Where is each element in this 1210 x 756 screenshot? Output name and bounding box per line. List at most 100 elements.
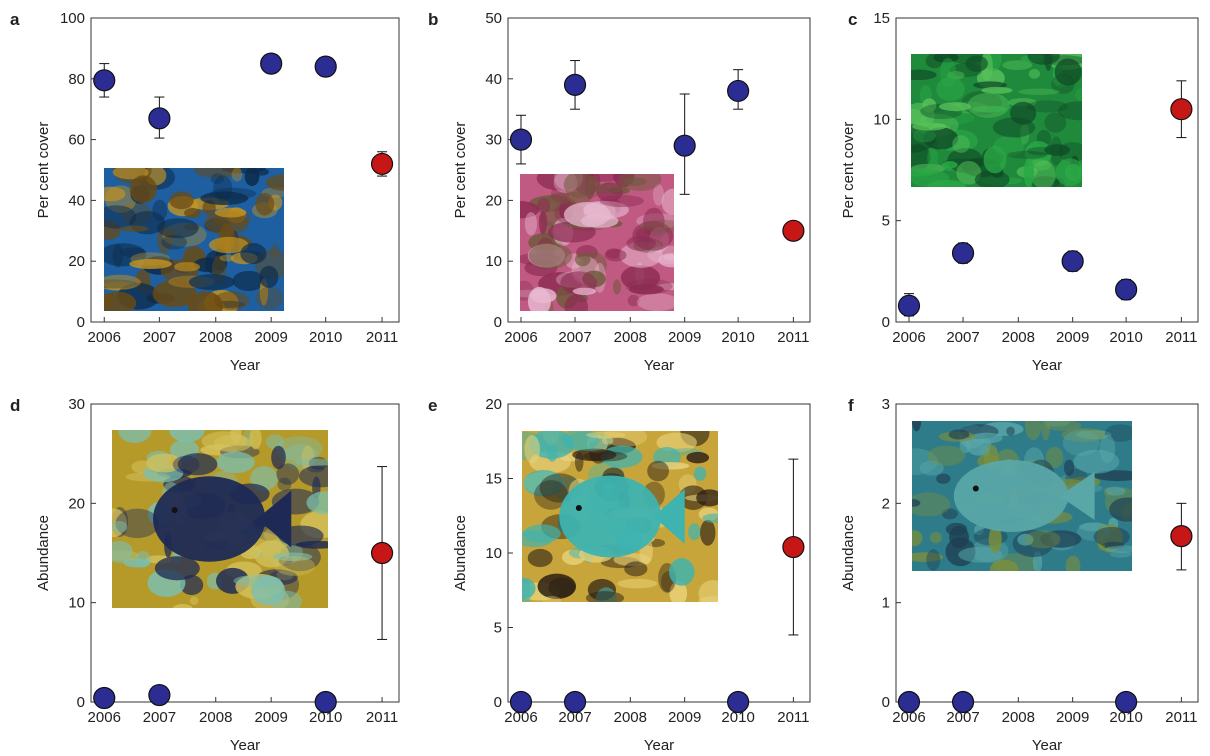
y-axis: 0 10 20 30 40 50: [485, 10, 513, 331]
x-tick-label: 2006: [504, 329, 537, 346]
x-tick-label: 2011: [777, 329, 809, 346]
x-tick-label: 2011: [1165, 709, 1197, 726]
data-point: [897, 294, 921, 317]
x-tick-label: 2007: [558, 709, 591, 726]
y-axis-label: Per cent cover: [840, 122, 857, 219]
x-tick-label: 2006: [892, 329, 925, 346]
photo-inset: [520, 174, 674, 311]
x-axis-label: Year: [1032, 357, 1062, 374]
y-axis: 0 20 40 60 80 100: [60, 10, 96, 331]
x-tick-label: 2006: [504, 709, 537, 726]
photo-inset: [104, 168, 284, 311]
y-tick-label: 50: [485, 10, 502, 27]
x-tick-label: 2007: [946, 709, 979, 726]
x-tick-label: 2008: [1002, 709, 1035, 726]
x-axis-label: Year: [1032, 737, 1062, 754]
x-tick-label: 2008: [199, 329, 232, 346]
x-tick-label: 2010: [1109, 329, 1142, 346]
data-point: [897, 690, 921, 714]
y-tick-label: 10: [485, 253, 502, 270]
x-axis: 2006 2007 2008 2009 2010 2011: [892, 697, 1198, 726]
panel-letter: c: [848, 10, 857, 29]
panel-letter: f: [848, 396, 854, 415]
y-axis-label: Abundance: [35, 515, 52, 591]
data-point: [782, 535, 805, 559]
data-point: [314, 55, 337, 78]
y-axis-label: Per cent cover: [452, 122, 469, 219]
y-axis: 0 5 10 15: [873, 10, 901, 331]
x-tick-label: 2008: [614, 329, 647, 346]
panel-letter: b: [428, 10, 438, 29]
data-point: [1115, 278, 1138, 301]
panel-e: e 0 5 10 15 20 2006 2007 2008 2009 2010 2011 Year Abu…: [428, 396, 811, 754]
y-tick-label: 30: [485, 132, 502, 149]
x-axis-label: Year: [230, 357, 260, 374]
x-tick-label: 2010: [721, 329, 754, 346]
photo-inset: [912, 421, 1132, 571]
photo-inset: [112, 430, 328, 608]
data-point: [1061, 250, 1084, 273]
y-axis: 0 10 20 30: [68, 396, 96, 711]
y-axis-label: Abundance: [840, 515, 857, 591]
data-point: [370, 152, 394, 176]
data-point: [370, 541, 394, 565]
panel-letter: d: [10, 396, 20, 415]
x-axis-label: Year: [644, 737, 674, 754]
x-axis: 2006 2007 2008 2009 2010 2011: [88, 697, 398, 726]
x-tick-label: 2011: [1165, 329, 1197, 346]
x-tick-label: 2006: [88, 709, 121, 726]
y-tick-label: 40: [68, 192, 85, 209]
y-tick-label: 0: [882, 314, 890, 331]
data-point: [148, 683, 171, 707]
x-tick-label: 2007: [143, 709, 176, 726]
data-point: [727, 79, 750, 103]
y-tick-label: 15: [873, 10, 890, 27]
data-point: [93, 686, 116, 710]
x-tick-label: 2006: [88, 329, 121, 346]
data-point: [509, 128, 533, 151]
x-tick-label: 2009: [668, 709, 701, 726]
x-tick-label: 2010: [309, 329, 342, 346]
data-point: [782, 219, 805, 242]
photo-inset: [522, 431, 718, 602]
data-point: [727, 690, 750, 714]
y-tick-label: 20: [485, 192, 502, 209]
x-tick-label: 2010: [309, 709, 342, 726]
data-point: [951, 690, 975, 714]
y-axis: 0 5 10 15 20: [485, 396, 513, 711]
data-point: [563, 690, 587, 714]
data-point: [148, 107, 171, 130]
data-point: [93, 69, 116, 92]
x-tick-label: 2007: [946, 329, 979, 346]
data-point: [314, 690, 337, 714]
x-tick-label: 2009: [1056, 329, 1089, 346]
y-tick-label: 0: [77, 694, 85, 711]
x-tick-label: 2008: [199, 709, 232, 726]
x-tick-label: 2011: [366, 709, 398, 726]
y-tick-label: 0: [494, 314, 502, 331]
y-tick-label: 2: [882, 495, 890, 512]
x-axis: 2006 2007 2008 2009 2010 2011: [892, 317, 1198, 346]
y-tick-label: 1: [882, 595, 890, 612]
x-tick-label: 2009: [1056, 709, 1089, 726]
x-tick-label: 2009: [254, 709, 287, 726]
x-tick-label: 2011: [777, 709, 809, 726]
x-axis: 2006 2007 2008 2009 2010 2011: [504, 317, 810, 346]
y-tick-label: 3: [882, 396, 890, 413]
x-tick-label: 2011: [366, 329, 398, 346]
plot-frame: [507, 17, 811, 323]
x-axis-label: Year: [230, 737, 260, 754]
data-point: [509, 690, 533, 714]
y-tick-label: 30: [68, 396, 85, 413]
data-point: [1170, 525, 1193, 548]
data-point: [1115, 690, 1138, 714]
plot-frame: [90, 17, 400, 323]
data-point: [673, 134, 696, 157]
x-tick-label: 2010: [1109, 709, 1142, 726]
y-tick-label: 15: [485, 471, 502, 488]
y-tick-label: 40: [485, 71, 502, 88]
panel-d: d 0 10 20 30 2006 2007 2008 2009 2010 2011 Year Abun…: [10, 396, 400, 754]
x-tick-label: 2009: [254, 329, 287, 346]
data-point: [951, 241, 975, 265]
y-tick-label: 100: [60, 10, 85, 27]
